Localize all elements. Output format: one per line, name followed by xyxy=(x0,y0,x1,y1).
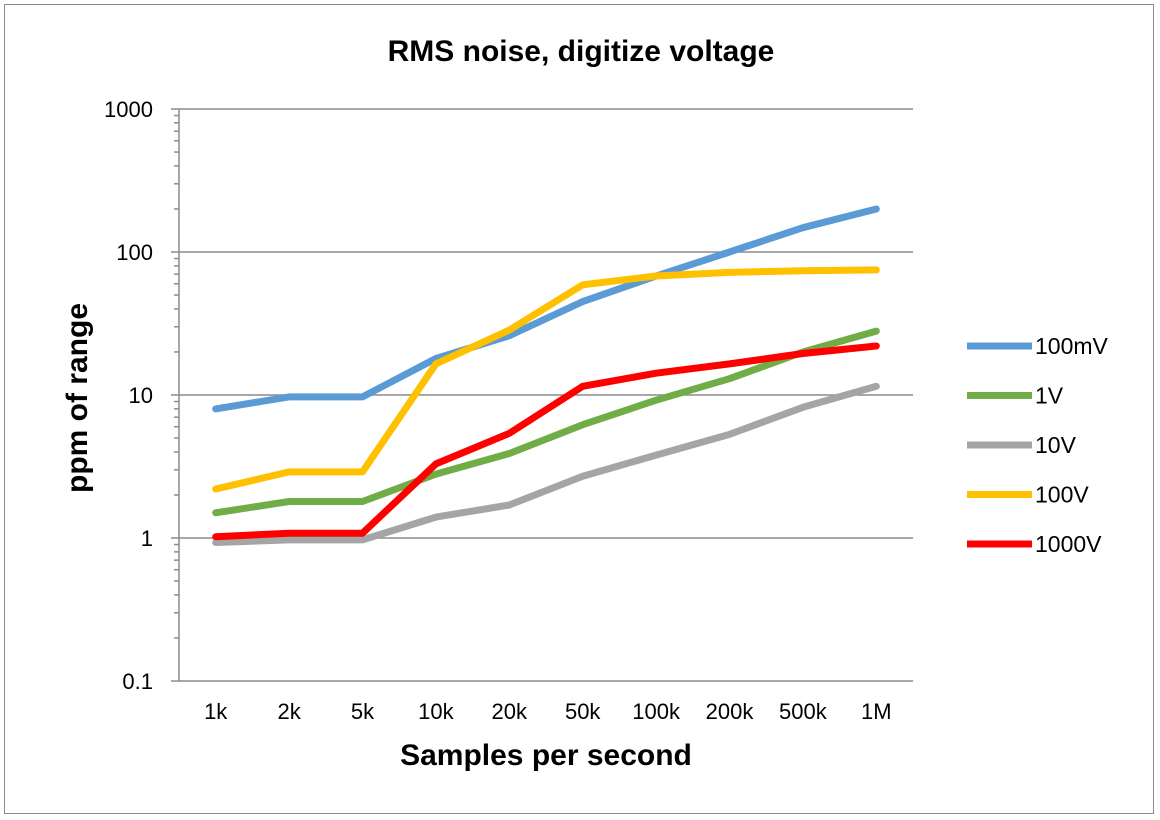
legend-label: 100mV xyxy=(1035,333,1109,359)
chart-frame: RMS noise, digitize voltage 0.1 1 10 100 100… xyxy=(4,4,1154,814)
x-tick-label: 50k xyxy=(565,699,601,724)
chart-title: RMS noise, digitize voltage xyxy=(388,35,775,68)
x-tick-label: 20k xyxy=(492,699,528,724)
legend-item-100v: 100V xyxy=(967,482,1089,508)
legend-label: 1V xyxy=(1035,383,1064,409)
series-line-100v xyxy=(212,266,880,493)
legend-item-1000v: 1000V xyxy=(967,531,1102,557)
y-tick-label: 1 xyxy=(141,526,153,551)
series-line-1v xyxy=(212,327,880,517)
legend-item-10v: 10V xyxy=(967,432,1077,458)
y-tick-label: 0.1 xyxy=(122,669,153,694)
x-tick-label: 100k xyxy=(632,699,681,724)
x-tick-label: 10k xyxy=(418,699,454,724)
series-lines xyxy=(212,205,880,546)
y-tick-labels: 0.1 1 10 100 1000 xyxy=(104,97,153,694)
axes xyxy=(171,108,913,682)
y-tick-label: 10 xyxy=(129,383,153,408)
legend-label: 10V xyxy=(1035,432,1077,458)
x-tick-label: 1k xyxy=(204,699,228,724)
x-tick-label: 200k xyxy=(706,699,755,724)
legend-item-100mv: 100mV xyxy=(967,333,1109,359)
chart: RMS noise, digitize voltage 0.1 1 10 100 100… xyxy=(61,35,1109,772)
legend-item-1v: 1V xyxy=(967,383,1064,409)
series-line-10v xyxy=(212,382,880,546)
x-tick-label: 500k xyxy=(779,699,828,724)
legend: 100mV 1V 10V 100V 1000V xyxy=(967,333,1109,557)
x-tick-label: 2k xyxy=(277,699,301,724)
y-axis-label: ppm of range xyxy=(61,303,94,493)
legend-label: 1000V xyxy=(1035,531,1102,557)
series-line-100mv xyxy=(212,205,880,413)
x-tick-label: 5k xyxy=(351,699,375,724)
y-tick-label: 100 xyxy=(116,240,153,265)
y-tick-label: 1000 xyxy=(104,97,153,122)
x-axis-label: Samples per second xyxy=(400,739,692,772)
series-line-1000v xyxy=(212,342,880,541)
x-tick-label: 1M xyxy=(861,699,892,724)
x-tick-labels: 1k 2k 5k 10k 20k 50k 100k 200k 500k 1M xyxy=(204,699,892,724)
legend-label: 100V xyxy=(1035,482,1089,508)
